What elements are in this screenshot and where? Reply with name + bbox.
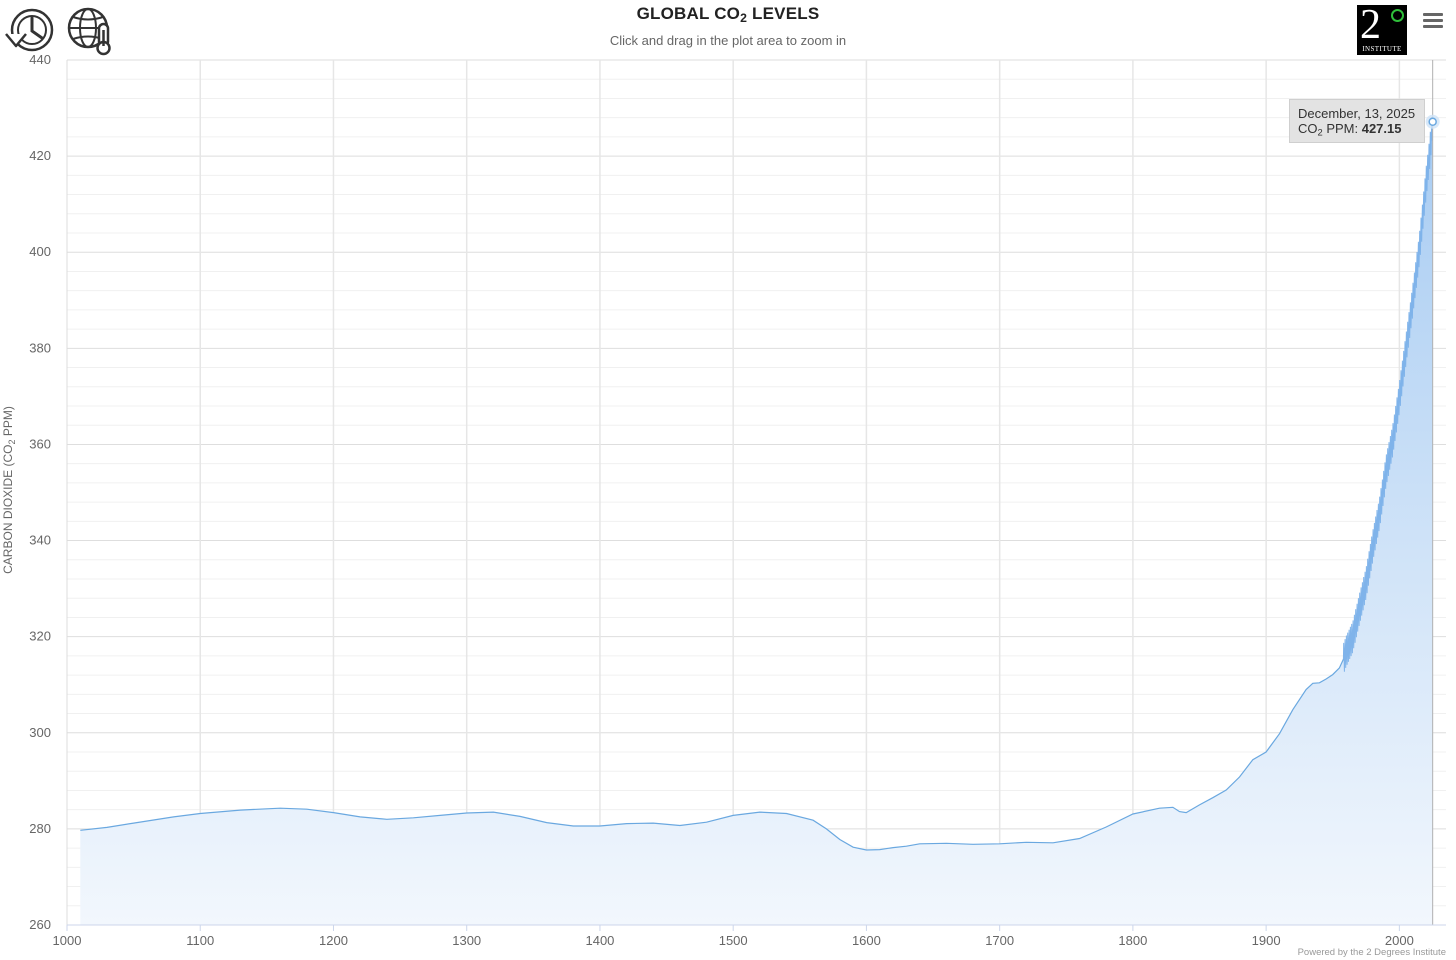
y-tick-label: 340 (29, 533, 51, 548)
x-tick-label: 1400 (585, 933, 614, 948)
y-tick-label: 440 (29, 52, 51, 67)
y-axis-label: CARBON DIOXIDE (CO2 PPM) (1, 406, 17, 574)
chart-subtitle: Click and drag in the plot area to zoom … (609, 33, 847, 48)
grid-lines (67, 59, 1446, 926)
data-area (80, 60, 1440, 925)
degree-symbol-icon (1391, 9, 1404, 22)
x-tick-label: 1100 (186, 933, 214, 948)
y-tick-label: 320 (29, 629, 51, 644)
hamburger-menu-icon[interactable] (1423, 13, 1443, 31)
point-tooltip: December, 13, 2025 CO2 PPM: 427.15 (1289, 99, 1425, 143)
globe-thermometer-icon[interactable] (66, 4, 118, 56)
x-tick-label: 1200 (319, 933, 348, 948)
tooltip-value-row: CO2 PPM: 427.15 (1298, 121, 1402, 138)
x-tick-label: 1300 (452, 933, 481, 948)
history-clock-icon[interactable] (4, 4, 56, 56)
x-tick-label: 1000 (53, 933, 82, 948)
x-tick-label: 1500 (719, 933, 748, 948)
area-fill (80, 121, 1433, 925)
series-line (80, 121, 1434, 851)
tooltip-date: December, 13, 2025 (1298, 106, 1416, 121)
two-degrees-institute-logo[interactable]: 2 INSTITUTE (1357, 2, 1407, 55)
seasonal-band (1342, 117, 1434, 672)
credits-link[interactable]: Powered by the 2 Degrees Institute (1297, 947, 1446, 958)
x-tick-label: 1600 (852, 933, 881, 948)
x-tick-label: 1700 (985, 933, 1014, 948)
y-tick-label: 360 (29, 436, 51, 451)
x-tick-label: 2000 (1385, 933, 1414, 948)
y-tick-label: 300 (29, 725, 51, 740)
x-tick-label: 1800 (1118, 933, 1147, 948)
y-tick-label: 380 (29, 340, 51, 355)
y-tick-label: 420 (29, 148, 51, 163)
last-point-marker (1428, 117, 1437, 127)
y-tick-label: 260 (29, 917, 51, 932)
axes: 260 280 300 320 340 360 380 400 420 440 1000 1100 12… (29, 52, 1446, 948)
y-tick-label: 280 (29, 821, 51, 836)
chart-title: GLOBAL CO2 LEVELS (636, 4, 820, 26)
tooltip-value: 427.15 (1361, 121, 1402, 136)
x-tick-label: 1900 (1252, 933, 1281, 948)
y-tick-label: 400 (29, 244, 51, 259)
